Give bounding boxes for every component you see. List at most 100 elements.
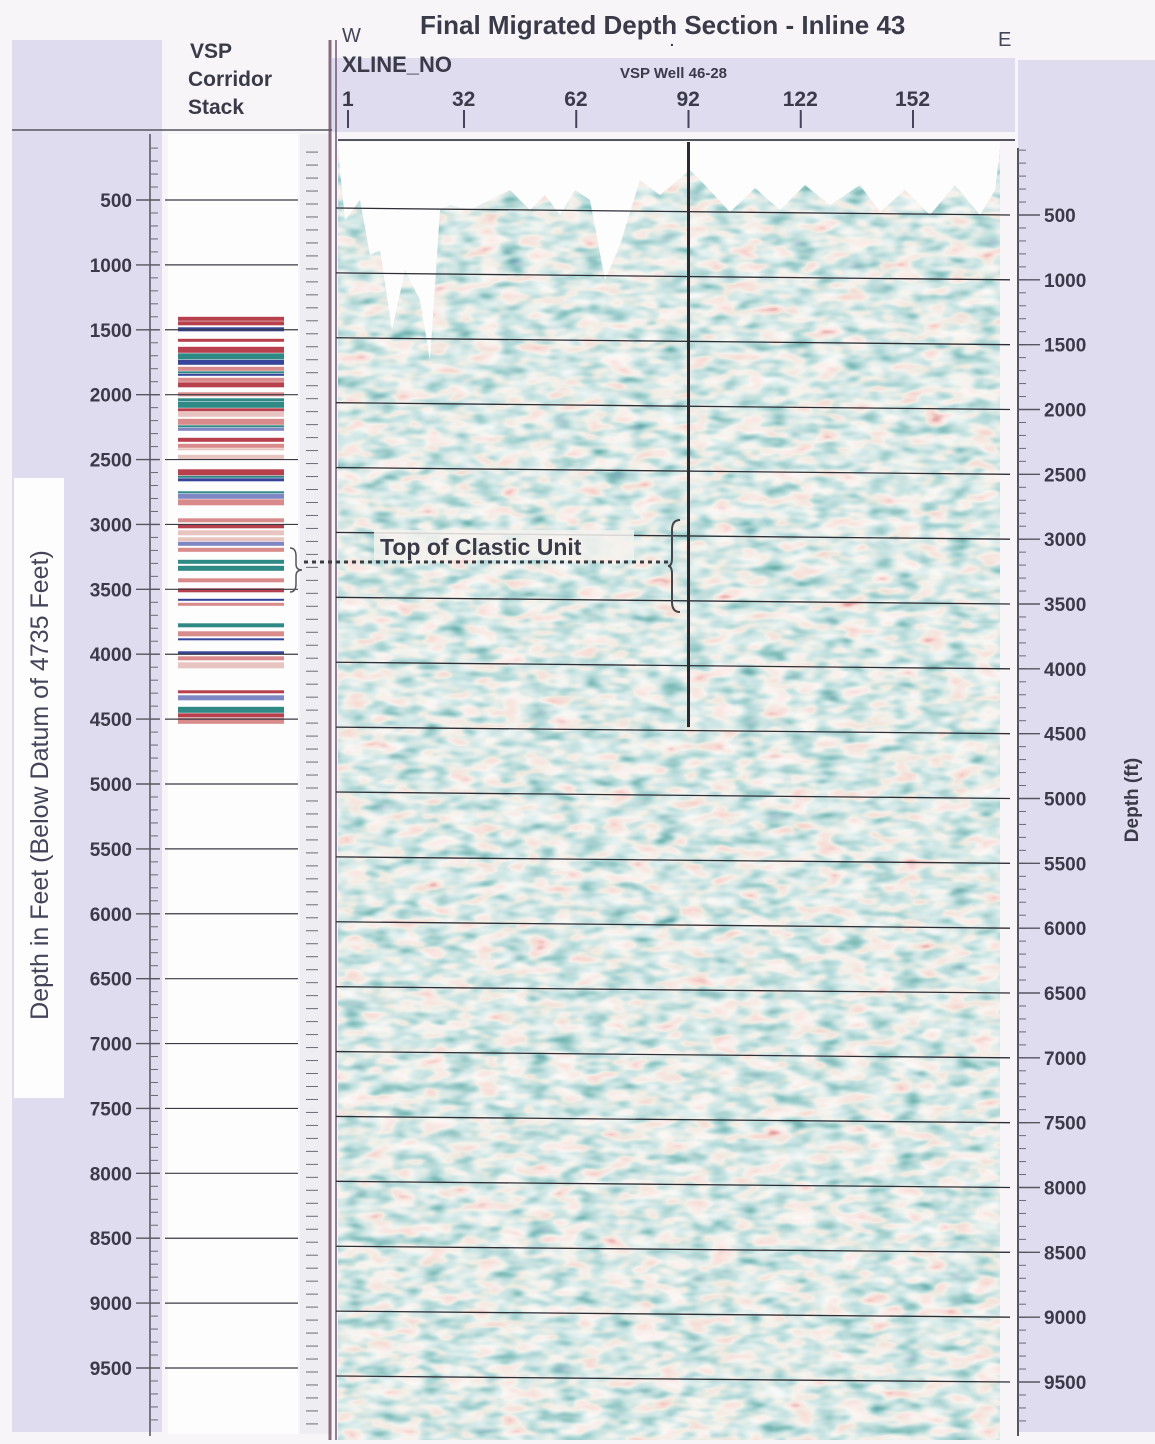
left-y-axis: 500 1000 1500 2000 2500 3000 3500 4000 4500 5000 5… (90, 191, 160, 1380)
y-tick-label-right: 1000 (1044, 271, 1086, 292)
gridline (335, 272, 1011, 281)
y-tick-label-right: 4000 (1044, 660, 1086, 681)
gridline (335, 1245, 1011, 1253)
tick-strip (300, 134, 332, 1434)
vsp-stripe (178, 651, 284, 655)
vsp-stripe (178, 398, 284, 402)
vsp-stripe (178, 547, 284, 552)
vsp-stripe (178, 316, 284, 321)
vsp-stripe (178, 475, 284, 478)
well-label: VSP Well 46-28 (620, 65, 727, 82)
vsp-stripe (178, 338, 284, 342)
vsp-stripe (178, 359, 284, 365)
vsp-stripe (178, 408, 284, 412)
y-tick-label: 7000 (90, 1035, 132, 1056)
y-tick-label-right: 3000 (1044, 530, 1086, 551)
vsp-stripe (178, 425, 284, 428)
y-tick-label-right: 7500 (1044, 1114, 1086, 1135)
vsp-stripe (178, 491, 284, 494)
vsp-bracket (289, 547, 303, 593)
y-tick-label: 7500 (90, 1099, 132, 1120)
gridline (335, 1115, 1011, 1124)
vsp-stripe (178, 346, 284, 353)
vsp-stripe (178, 418, 284, 425)
vsp-stripe (178, 478, 284, 482)
well-bracket (667, 519, 681, 613)
vsp-stripe (178, 578, 284, 583)
vsp-stripe (178, 443, 284, 448)
vsp-stripe (178, 437, 284, 442)
y-tick-label-right: 9500 (1044, 1373, 1086, 1394)
y-tick-label-right: 8500 (1044, 1243, 1086, 1264)
y-tick-label: 4500 (90, 710, 132, 731)
gridline (335, 1375, 1011, 1383)
gridline (335, 466, 1011, 475)
annotation-label: Top of Clastic Unit (380, 534, 582, 560)
y-tick-label: 500 (100, 191, 132, 212)
y-tick-label-right: 9000 (1044, 1308, 1086, 1329)
seismic-section (338, 148, 1000, 1440)
west-label: W (342, 25, 361, 47)
vsp-stripe (178, 690, 284, 694)
y-tick-label: 3000 (90, 515, 132, 536)
x-tick-label: 62 (564, 88, 587, 111)
y-tick-label: 4000 (90, 645, 132, 666)
y-tick-label-right: 3500 (1044, 595, 1086, 616)
y-tick-label-right: 6500 (1044, 984, 1086, 1005)
strip-minor-ticks (306, 151, 318, 1425)
y-tick-label-right: 5500 (1044, 854, 1086, 875)
vsp-stripe (178, 713, 284, 718)
vsp-stripe (178, 565, 284, 571)
vsp-stripe (178, 427, 284, 431)
y-tick-label-right: 7000 (1044, 1049, 1086, 1070)
y-tick-label-right: 2500 (1044, 465, 1086, 486)
vsp-stripe (178, 377, 284, 382)
vsp-stripe (178, 499, 284, 506)
gridline (335, 661, 1011, 670)
vsp-stripe (178, 706, 284, 713)
vsp-title-line1: VSP (190, 40, 232, 63)
x-tick-label: 122 (783, 88, 818, 111)
y-tick-label-right: 4500 (1044, 725, 1086, 746)
y-tick-label-right: 8000 (1044, 1179, 1086, 1200)
vsp-stripe (178, 353, 284, 360)
gridline (335, 856, 1011, 864)
vsp-title-line3: Stack (188, 96, 244, 119)
gridline (335, 791, 1011, 800)
vsp-stripe (178, 638, 284, 641)
gridline (335, 921, 1011, 929)
y-tick-label: 1500 (90, 321, 132, 342)
y-tick-label-right: 2000 (1044, 401, 1086, 422)
y-tick-label: 9500 (90, 1359, 132, 1380)
vsp-stripe (178, 717, 284, 724)
right-axis-title: Depth (ft) (1122, 758, 1143, 842)
x-tick-label: 32 (452, 88, 475, 111)
y-tick-label: 8000 (90, 1164, 132, 1185)
vsp-stripe (178, 371, 284, 374)
vsp-stripe (178, 321, 284, 326)
vsp-stripe (178, 537, 284, 542)
y-tick-label-right: 1500 (1044, 336, 1086, 357)
right-y-axis: 500 1000 1500 2000 2500 3000 3500 4000 4500 5000 5… (1018, 206, 1086, 1394)
vsp-stripe (178, 656, 284, 661)
x-tick-label: 1 (342, 88, 354, 111)
vsp-stripe (178, 623, 284, 628)
vsp-stripe (178, 401, 284, 408)
vsp-stripe (178, 559, 284, 564)
vsp-corridor-stack (178, 316, 284, 724)
gridline (335, 337, 1011, 346)
y-tick-label: 8500 (90, 1229, 132, 1250)
gridline (335, 1310, 1011, 1318)
vsp-stripe (178, 524, 284, 529)
y-tick-label: 9000 (90, 1294, 132, 1315)
vsp-stripe (178, 588, 284, 593)
x-tick-label: 92 (676, 88, 699, 111)
y-tick-label: 3500 (90, 580, 132, 601)
vsp-stripe (178, 366, 284, 371)
xline-label: XLINE_NO (342, 52, 452, 77)
top-axis-band (332, 58, 1015, 132)
vsp-stripe (178, 695, 284, 701)
east-label: E (998, 29, 1011, 51)
vsp-stripe (178, 493, 284, 499)
y-tick-label: 6500 (90, 970, 132, 991)
